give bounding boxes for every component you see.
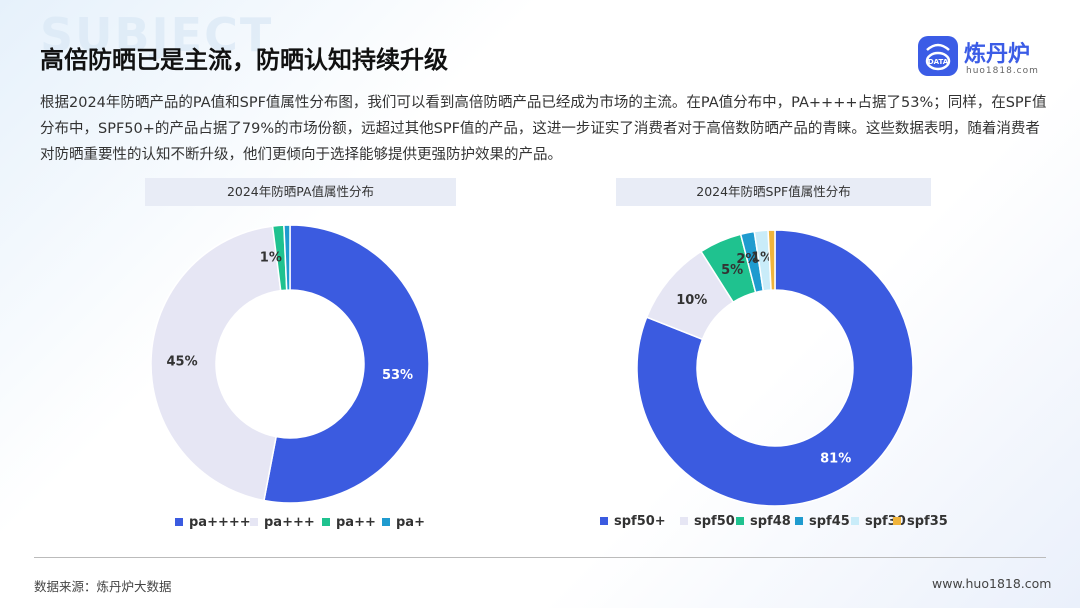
footer-divider xyxy=(34,557,1046,558)
brand-url: huo1818.com xyxy=(966,66,1039,76)
spf-slice-5 xyxy=(767,229,776,291)
pa-slice-1 xyxy=(150,225,282,502)
spf-legend-label-1: spf50 xyxy=(694,514,735,529)
spf-legend-swatch-4 xyxy=(851,517,859,525)
brand-logo-mark-text: DATA xyxy=(928,58,949,66)
spf-legend-label-5: spf35 xyxy=(907,514,948,529)
spf-slice-0 xyxy=(636,229,914,507)
spf-data-label-4: 1% xyxy=(751,251,773,266)
pa-slice-3 xyxy=(283,224,291,291)
pa-legend-swatch-1 xyxy=(250,518,258,526)
pa-donut-chart: 53% 45% 1% pa++++ pa+++ pa++ pa+ xyxy=(150,224,430,530)
spf-data-label-3: 2% xyxy=(736,252,758,267)
brand-logo-icon: DATA xyxy=(918,36,958,76)
spf-legend-label-2: spf48 xyxy=(750,514,791,529)
pa-data-label-0: 53% xyxy=(382,368,413,383)
spf-legend-label-0: spf50+ xyxy=(614,514,666,529)
pa-legend-swatch-2 xyxy=(322,518,330,526)
spf-legend-swatch-3 xyxy=(795,517,803,525)
spf-chart-title: 2024年防晒SPF值属性分布 xyxy=(616,178,931,206)
pa-chart-title: 2024年防晒PA值属性分布 xyxy=(145,178,456,206)
intro-paragraph: 根据2024年防晒产品的PA值和SPF值属性分布图，我们可以看到高倍防晒产品已经… xyxy=(40,95,1047,163)
pa-legend-label-2: pa++ xyxy=(336,515,376,530)
spf-legend-swatch-1 xyxy=(680,517,688,525)
spf-legend-label-3: spf45 xyxy=(809,514,850,529)
spf-chart-panel: 2024年防晒SPF值属性分布 81% 10% 5% 2% 1% spf50+ spf50 s… xyxy=(540,176,1080,546)
pa-data-label-2: 1% xyxy=(260,250,282,265)
spf-data-label-1: 10% xyxy=(676,293,707,308)
brand-name: 炼丹炉 xyxy=(964,42,1031,67)
spf-data-label-0: 81% xyxy=(820,451,851,466)
spf-legend-swatch-2 xyxy=(736,517,744,525)
data-source-note: 数据来源：炼丹炉大数据 xyxy=(34,579,172,594)
pa-chart-panel: 2024年防晒PA值属性分布 53% 45% 1% pa++++ pa+++ pa++ pa… xyxy=(0,176,540,546)
footer-website: www.huo1818.com xyxy=(932,576,1052,591)
pa-data-label-1: 45% xyxy=(166,355,197,370)
pa-legend-label-0: pa++++ xyxy=(189,515,251,530)
pa-legend-label-1: pa+++ xyxy=(264,515,315,530)
brand-logo: DATA 炼丹炉 huo1818.com xyxy=(918,36,1058,80)
pa-legend-swatch-3 xyxy=(382,518,390,526)
pa-legend-swatch-0 xyxy=(175,518,183,526)
pa-slice-0 xyxy=(263,224,430,504)
spf-donut-chart: 81%10%5%2%1%spf50+ spf50 spf48 spf45 spf30 sp… xyxy=(600,229,948,529)
spf-data-label-2: 5% xyxy=(721,263,743,278)
page-title: 高倍防晒已是主流，防晒认知持续升级 xyxy=(40,46,448,74)
spf-legend-swatch-0 xyxy=(600,517,608,525)
pa-legend-label-3: pa+ xyxy=(396,515,425,530)
spf-legend-swatch-5 xyxy=(893,517,901,525)
background-watermark-word: SUBJECT xyxy=(40,8,274,62)
